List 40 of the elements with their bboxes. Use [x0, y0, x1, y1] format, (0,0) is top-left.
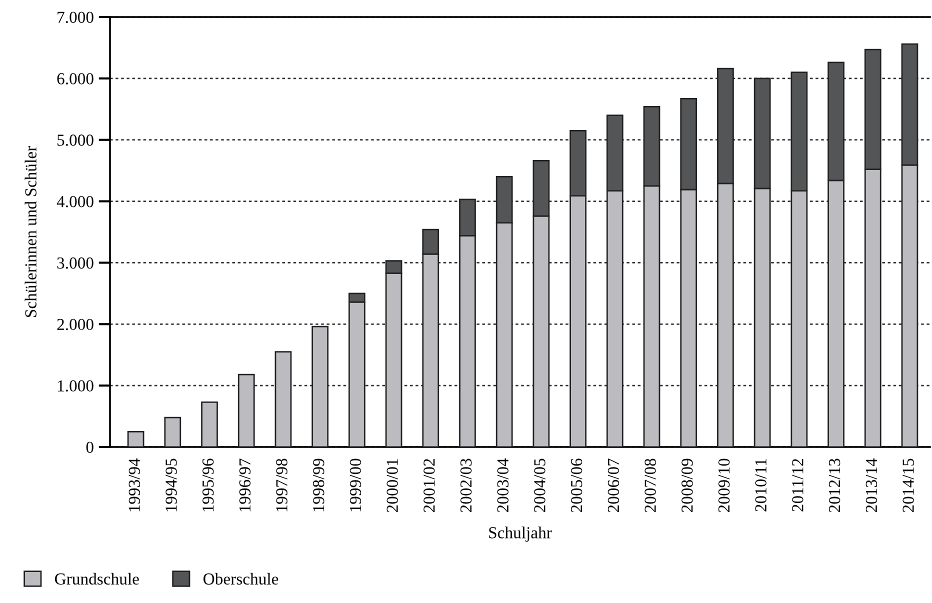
x-tick-label: 2003/04: [497, 458, 509, 512]
x-tick-label: 1994/95: [166, 458, 177, 512]
x-tick-label: 1993/94: [128, 458, 140, 512]
y-tick-label: 5.000: [57, 134, 94, 146]
bar: [164, 416, 182, 447]
y-tick-label: 3.000: [57, 257, 94, 269]
x-tick-label: 2006/07: [608, 458, 620, 512]
bar: [201, 401, 218, 447]
x-tick-label: 2000/01: [386, 459, 398, 512]
x-tick-label: 2013/14: [866, 458, 878, 512]
y-tick-label: 6.000: [57, 73, 94, 84]
x-tick-label: 2005/06: [570, 458, 582, 512]
y-tick-label: 4.000: [56, 196, 94, 208]
x-tick-label: 1995/96: [202, 458, 214, 512]
x-tick-label: 1998/99: [312, 458, 324, 512]
y-tick-label: 0: [86, 442, 94, 453]
x-tick-label: 1997/98: [276, 458, 288, 512]
x-tick-label: 2002/03: [460, 458, 472, 512]
bar: [127, 430, 144, 447]
x-tick-label: 1999/00: [350, 458, 362, 512]
y-axis-title: Schülerinnen und Schüler: [24, 146, 36, 317]
legend-label: Oberschule: [204, 572, 278, 585]
y-tick-label: 7.000: [58, 12, 94, 24]
x-tick-label: 2007/08: [644, 458, 656, 512]
bar: [238, 374, 255, 447]
x-tick-label: 2012/13: [828, 458, 840, 512]
x-tick-label: 2009/10: [718, 458, 730, 512]
x-tick-label: 2001/02: [424, 459, 435, 512]
x-tick-label: 2011/12: [792, 459, 804, 512]
x-axis-title: Schuljahr: [489, 526, 552, 542]
x-tick-label: 2004/05: [534, 458, 546, 512]
y-tick-label: 1.000: [58, 380, 94, 392]
bar: [274, 351, 292, 447]
y-tick-label: 2.000: [57, 318, 94, 330]
legend-label: Grundschule: [55, 572, 139, 585]
x-tick-label: 1996/97: [239, 458, 251, 512]
x-tick-label: 2008/09: [682, 458, 693, 512]
bar: [312, 326, 328, 447]
x-tick-label: 2010/11: [755, 459, 766, 512]
x-tick-label: 2014/15: [902, 458, 914, 512]
